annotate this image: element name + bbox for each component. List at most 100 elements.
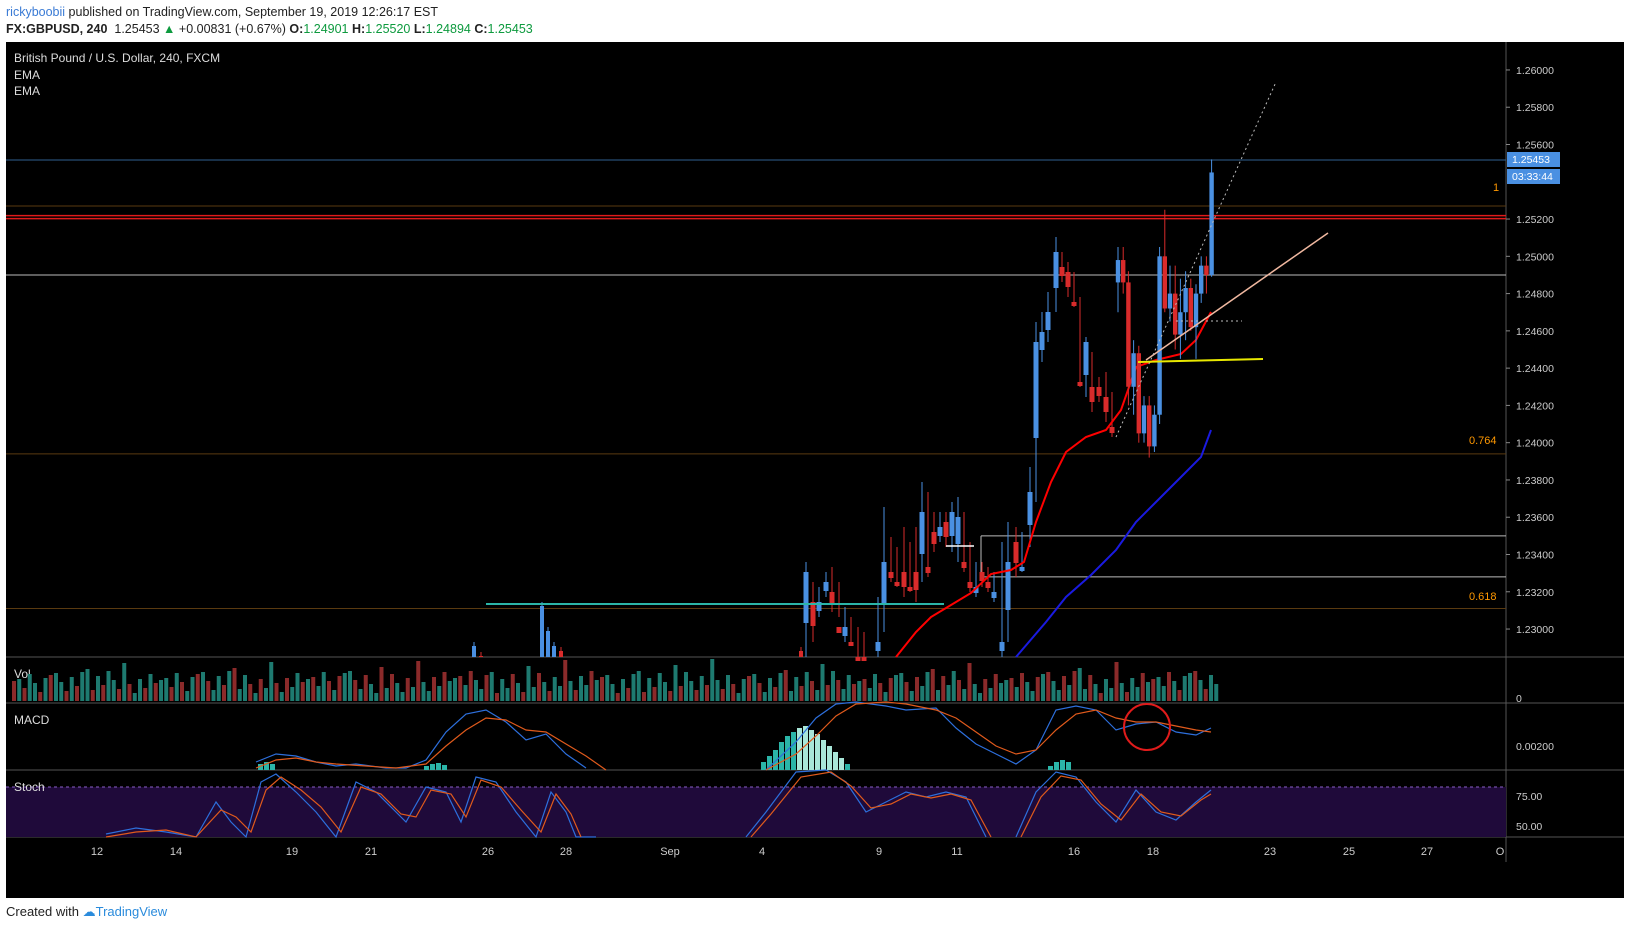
volume-bar [584, 685, 589, 701]
volume-bar [899, 673, 904, 701]
volume-bar [295, 673, 300, 701]
volume-bar [1014, 687, 1019, 701]
volume-bar [111, 680, 116, 701]
candle-body [937, 527, 943, 536]
volume-bar [647, 678, 652, 701]
volume-bar [300, 682, 305, 701]
macd-signal-line-2 [765, 701, 1212, 771]
volume-bar [17, 679, 22, 701]
legend-ema1[interactable]: EMA [14, 68, 40, 82]
macd-highlight-circle[interactable] [1123, 703, 1171, 751]
candle-body [810, 602, 816, 626]
volume-bar [841, 689, 846, 701]
candle-body [979, 572, 985, 581]
volume-bar [122, 663, 127, 701]
stoch-band [6, 787, 1506, 837]
candle-body [931, 532, 937, 544]
candle-body [1096, 387, 1102, 396]
price-tick-label: 1.24400 [1516, 363, 1554, 375]
candle-body [901, 572, 907, 587]
volume-bar [80, 672, 85, 701]
volume-bar [1035, 677, 1040, 701]
volume-bar [216, 676, 221, 701]
volume-bar [883, 692, 888, 701]
candle-body [1089, 387, 1095, 402]
volume-bar [1098, 693, 1103, 701]
macd-hist-bar [1048, 766, 1053, 770]
time-tick-label: 18 [1147, 846, 1159, 858]
price-change: +0.00831 (+0.67%) [178, 22, 286, 36]
volume-bar [909, 691, 914, 701]
volume-bar [1188, 673, 1192, 701]
volume-bar [568, 681, 573, 701]
macd-hist-bar [1054, 762, 1059, 770]
volume-bar [537, 673, 541, 701]
volume-bar [516, 683, 520, 701]
price-axis[interactable]: 1.26000 1.25800 1.25600 1.25200 1.25000 1.248… [1506, 65, 1554, 636]
volume-bar [1004, 680, 1009, 701]
macd-hist-bar [803, 726, 808, 770]
volume-bar [421, 682, 426, 701]
volume-bar [804, 672, 809, 701]
volume-bar [348, 671, 352, 701]
volume-bar [458, 676, 463, 701]
trendline[interactable] [1145, 232, 1329, 361]
tradingview-logo-icon[interactable]: ☁ [82, 904, 96, 919]
volume-bar [38, 692, 43, 701]
volume-bar [621, 679, 625, 701]
candle-body [540, 606, 544, 657]
volume-bar [699, 676, 704, 701]
candle-body [1204, 265, 1209, 275]
price-tick-label: 1.23800 [1516, 475, 1554, 487]
volume-bar [258, 679, 263, 701]
ema-fast-line [895, 311, 1212, 658]
candle-body [823, 582, 829, 591]
price-tick-label: 1.25200 [1516, 214, 1554, 226]
volume-bar [1151, 679, 1156, 701]
volume-bar [479, 689, 484, 701]
time-axis[interactable]: 12 14 19 21 26 28 Sep 4 9 11 16 18 23 25 27 O [91, 846, 1505, 858]
chart-svg[interactable]: 1.26000 1.25800 1.25600 1.25200 1.25000 1.248… [6, 42, 1624, 898]
support-line[interactable] [1137, 358, 1264, 363]
publish-info: published on TradingView.com, September … [68, 5, 439, 19]
candle-body [559, 651, 563, 657]
macd-tick: 0.00200 [1516, 741, 1554, 753]
volume-bar [54, 673, 58, 701]
volume-bar [710, 659, 715, 701]
volume-bar [159, 680, 163, 701]
candle-body [1005, 562, 1011, 610]
macd-hist-bar [809, 730, 814, 770]
high-label: H: [351, 22, 366, 36]
candle-body [907, 587, 913, 591]
tradingview-link[interactable]: TradingView [95, 904, 168, 919]
chart-area[interactable]: 1.26000 1.25800 1.25600 1.25200 1.25000 1.248… [6, 42, 1624, 898]
time-tick-label: 21 [365, 846, 377, 858]
macd-hist-bar [785, 736, 790, 770]
symbol-label: FX:GBPUSD, 240 [6, 22, 108, 36]
volume-bar [878, 683, 883, 701]
volume-bar [705, 685, 709, 701]
volume-bar [778, 673, 783, 701]
volume-bar [563, 660, 568, 701]
volume-bar [731, 684, 736, 701]
candle-body [1162, 256, 1167, 309]
macd-hist-bar [773, 750, 778, 770]
candle-body [1071, 302, 1077, 306]
volume-bar [474, 680, 478, 701]
volume-bar [1156, 677, 1161, 701]
volume-bar [867, 688, 872, 701]
candle-body [943, 522, 949, 537]
volume-bar [642, 692, 646, 701]
candle-body [967, 582, 973, 588]
macd-histogram [258, 726, 1071, 770]
volume-bar [757, 683, 762, 701]
volume-bar [416, 661, 421, 701]
volume-bar [789, 691, 793, 701]
author-link[interactable]: rickyboobii [6, 5, 66, 19]
volume-bar [726, 675, 730, 701]
price-tick-label: 1.23000 [1516, 624, 1554, 636]
volume-bar [1135, 687, 1140, 701]
legend-ema2[interactable]: EMA [14, 84, 40, 98]
volume-bar [605, 675, 610, 701]
volume-bar [106, 671, 111, 701]
